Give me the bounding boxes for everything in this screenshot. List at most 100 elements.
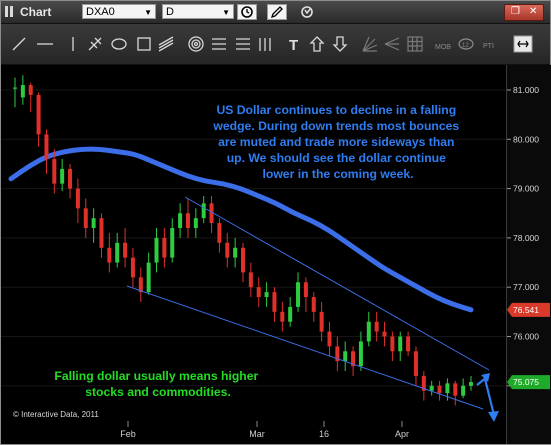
- clock-button[interactable]: [237, 4, 257, 20]
- candle: [374, 311, 379, 342]
- falling-wedge-trendlines: [126, 196, 490, 410]
- collapse-tool-icon[interactable]: [513, 35, 533, 53]
- window-controls: ❐ ✕: [504, 4, 544, 21]
- candle: [225, 232, 230, 268]
- price-axis-canvas: 75.00076.00077.00078.00079.00080.00081.0…: [507, 85, 550, 391]
- candle: [130, 247, 135, 288]
- candle-body: [390, 336, 395, 352]
- candle: [193, 208, 198, 238]
- candle-body: [280, 311, 285, 322]
- chevron-down-icon: ▼: [144, 8, 152, 17]
- y-tick-label: 80.000: [513, 134, 539, 144]
- candle: [99, 213, 104, 258]
- arrow-up-tool-icon[interactable]: [309, 36, 325, 52]
- candle: [52, 149, 57, 194]
- candle: [437, 380, 442, 401]
- x-tick-label: Feb: [120, 429, 136, 439]
- candle-body: [185, 213, 190, 229]
- candle: [327, 321, 332, 357]
- candle: [217, 218, 222, 253]
- lower-wedge-line: [126, 285, 484, 410]
- period-dropdown[interactable]: D ▼: [162, 4, 234, 19]
- y-tick-label: 77.000: [513, 282, 539, 292]
- grid-tool-icon[interactable]: [407, 36, 423, 52]
- fork-tool-icon[interactable]: [88, 37, 102, 51]
- candle-body: [36, 94, 41, 135]
- rectangle-tool-icon[interactable]: [137, 37, 151, 51]
- refresh-button[interactable]: [297, 4, 317, 20]
- candle-body: [60, 168, 65, 184]
- candle: [60, 159, 65, 192]
- candle-body: [343, 351, 348, 362]
- number-tool-icon[interactable]: 12: [458, 38, 474, 50]
- candle-body: [413, 351, 418, 376]
- analysis-text-line-1: US Dollar continues to decline in a fall…: [216, 103, 456, 117]
- close-icon[interactable]: ✕: [529, 6, 538, 17]
- candle: [123, 228, 128, 268]
- candle-body: [107, 247, 112, 263]
- candle-body: [303, 282, 308, 298]
- fibonacci-lines-tool-icon[interactable]: [212, 38, 226, 50]
- candle-body: [178, 213, 183, 229]
- speed-lines-tool-icon[interactable]: [384, 37, 400, 51]
- draw-pencil-button[interactable]: [267, 4, 287, 20]
- svg-text:12: 12: [462, 43, 469, 49]
- analysis-text: US Dollar continues to decline in a fall…: [212, 103, 462, 181]
- price-axis[interactable]: 75.00076.00077.00078.00079.00080.00081.0…: [506, 65, 551, 444]
- candle: [264, 282, 269, 307]
- mob-tool-icon[interactable]: MOB: [435, 44, 451, 51]
- candle: [107, 232, 112, 273]
- text-tool-icon[interactable]: T: [289, 37, 298, 54]
- green-note-line-1: Falling dollar usually means higher: [54, 369, 258, 383]
- candle: [413, 346, 418, 386]
- candle: [280, 301, 285, 332]
- line-tool-icon[interactable]: [12, 37, 26, 51]
- fibonacci-circle-tool-icon[interactable]: [188, 36, 204, 52]
- analysis-text-line-4: up. We should see the dollar continue: [227, 151, 446, 165]
- candle: [248, 262, 253, 298]
- restore-icon[interactable]: ❐: [511, 6, 520, 17]
- parallel-lines-tool-icon[interactable]: [259, 38, 271, 51]
- candle: [311, 292, 316, 322]
- candle-body: [209, 203, 214, 224]
- fibonacci-fan-lines-tool-icon[interactable]: [236, 38, 250, 50]
- candle-body: [421, 375, 426, 391]
- candle-body: [91, 218, 96, 229]
- arrow-down-tool-icon[interactable]: [332, 36, 348, 52]
- candle-body: [248, 272, 253, 288]
- candle: [288, 297, 293, 327]
- candle: [83, 198, 88, 238]
- candle-body: [327, 331, 332, 347]
- candle-body: [296, 282, 301, 307]
- candle-body: [264, 292, 269, 298]
- candle: [154, 228, 159, 273]
- candle-body: [469, 382, 473, 386]
- candle-body: [13, 87, 17, 89]
- symbol-dropdown[interactable]: DXA0 ▼: [82, 4, 156, 19]
- candle: [461, 378, 466, 399]
- green-note-line-2: stocks and commodities.: [85, 385, 231, 399]
- candle-body: [146, 262, 151, 293]
- refresh-icon: [301, 6, 313, 18]
- x-tick-label: Mar: [249, 429, 265, 439]
- channel-tool-icon[interactable]: [158, 36, 174, 52]
- candle-body: [351, 351, 356, 367]
- period-value: D: [166, 6, 174, 18]
- upper-wedge-line: [184, 196, 490, 371]
- last-price-badge-label: 75.075: [513, 377, 539, 387]
- moving-average-line: [8, 146, 474, 313]
- candle: [469, 375, 473, 391]
- candle: [44, 129, 49, 174]
- gann-fan-tool-icon[interactable]: [362, 36, 378, 52]
- candle-body: [162, 237, 167, 258]
- candle-body: [99, 218, 104, 248]
- candle-body: [311, 297, 316, 312]
- price-chart[interactable]: Feb Mar 16 Apr US Dollar continues to decli…: [1, 65, 506, 444]
- candle: [256, 277, 261, 307]
- pencil-icon: [270, 6, 283, 19]
- ellipse-tool-icon[interactable]: [111, 38, 127, 50]
- pti-tool-icon[interactable]: PTI: [483, 43, 494, 50]
- candle-body: [335, 346, 340, 362]
- moving-average-badge: 76.541: [507, 302, 550, 317]
